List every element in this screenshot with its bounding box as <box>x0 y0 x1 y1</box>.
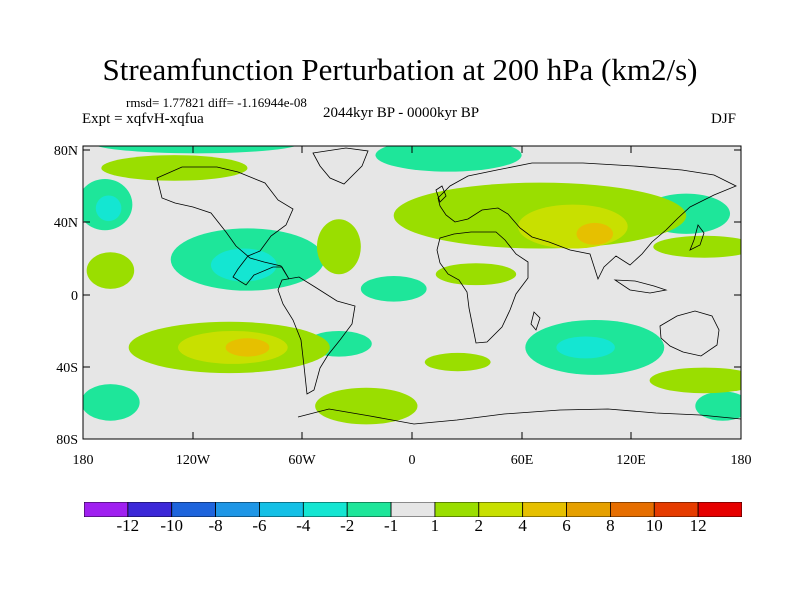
region-s-atlantic-positive <box>315 387 418 425</box>
colorbar-label: 4 <box>518 516 527 535</box>
experiment-label: Expt = xqfvH-xqfua <box>82 111 204 127</box>
colorbar-label: 10 <box>645 516 663 535</box>
x-tick-180-right: 180 <box>731 453 752 468</box>
plot-area <box>82 145 756 440</box>
colorbar-swatch <box>522 502 567 517</box>
colorbar-swatch <box>434 502 480 517</box>
region-w-pacific-positive <box>653 235 741 258</box>
colorbar-swatch <box>566 502 611 517</box>
africa-coast <box>436 231 529 344</box>
x-tick-120e: 120E <box>616 453 646 468</box>
region-n-africa-positive <box>435 263 517 286</box>
region-trop-pacific-core <box>210 248 277 282</box>
colorbar-swatch <box>610 502 655 517</box>
x-tick-60w: 60W <box>288 453 316 468</box>
region-s-africa-positive <box>424 352 491 372</box>
colorbar-swatch <box>215 502 260 517</box>
colorbar-swatch <box>259 502 304 517</box>
region-s-pacific-negative <box>83 384 140 421</box>
period-label: 2044kyr BP - 0000kyr BP <box>323 105 480 121</box>
season-label: DJF <box>711 111 737 127</box>
x-tick-180-left: 180 <box>73 453 94 468</box>
colorbar-swatch <box>653 502 699 517</box>
region-n-atlantic-negative <box>375 146 522 172</box>
antarctica-coast <box>297 408 741 425</box>
colorbar-swatch <box>390 502 436 517</box>
region-indian-core <box>556 336 615 359</box>
colorbar-swatch <box>346 502 392 517</box>
australia-coast <box>659 310 720 357</box>
greenland-coast <box>312 147 369 185</box>
stats-label: rmsd= 1.77821 diff= -1.16944e-08 <box>126 95 307 110</box>
region-s-pacific-positive-6 <box>225 338 270 357</box>
coastlines <box>156 147 756 425</box>
colorbar <box>84 502 742 517</box>
indonesia-coast <box>613 279 668 294</box>
colorbar-label: -12 <box>116 516 140 535</box>
japan-coast <box>689 224 705 251</box>
britain-coast <box>435 185 447 203</box>
south-america-coast <box>277 276 356 395</box>
region-s-indian-positive <box>649 367 741 394</box>
axis-ticks <box>83 146 741 440</box>
region-asia-positive-4 <box>518 204 628 249</box>
y-tick-0: 0 <box>71 289 78 304</box>
colorbar-label: 6 <box>562 516 571 535</box>
region-atlantic-negative <box>360 276 427 302</box>
colorbar-label: 2 <box>474 516 484 535</box>
region-arctic-negative <box>96 146 297 154</box>
eurasia-coast <box>437 162 737 281</box>
colorbar-label: -1 <box>383 516 399 535</box>
colorbar-swatch <box>171 502 216 517</box>
colorbar-label: -6 <box>252 516 267 535</box>
colorbar-label: -2 <box>340 516 355 535</box>
region-s-pacific-east-negative <box>695 391 741 421</box>
region-pacific-positive-west <box>86 252 135 289</box>
colorbar-label: -10 <box>160 516 184 535</box>
colorbar-label: 1 <box>430 516 440 535</box>
y-tick-80s: 80S <box>56 433 78 448</box>
y-tick-40s: 40S <box>56 361 78 376</box>
north-america-coast <box>156 166 294 286</box>
colorbar-label: -8 <box>208 516 223 535</box>
colorbar-swatch <box>697 502 742 517</box>
x-tick-60e: 60E <box>511 453 534 468</box>
region-n-pacific-core <box>95 195 122 222</box>
y-tick-40n: 40N <box>54 216 78 231</box>
colorbar-swatch <box>127 502 173 517</box>
x-tick-120w: 120W <box>176 453 211 468</box>
madagascar-coast <box>530 311 541 331</box>
chart-title: Streamfunction Perturbation at 200 hPa (… <box>102 52 698 87</box>
colorbar-swatch <box>478 502 524 517</box>
region-n-pacific-positive <box>101 155 248 181</box>
colorbar-label: 12 <box>689 516 707 535</box>
colorbar-swatch <box>84 502 129 517</box>
colorbar-label: -4 <box>296 516 311 535</box>
streamfunction-map: 80N 40N 0 40S 80S 180 120W 60W 0 60E 120… <box>54 144 756 468</box>
new-zealand-coast <box>750 345 756 360</box>
colorbar-swatch <box>302 502 348 517</box>
colorbar-label: 8 <box>606 516 615 535</box>
y-tick-80n: 80N <box>54 144 78 159</box>
region-atlantic-positive <box>316 219 361 275</box>
region-asia-positive-6 <box>576 222 614 245</box>
x-tick-0: 0 <box>409 453 416 468</box>
